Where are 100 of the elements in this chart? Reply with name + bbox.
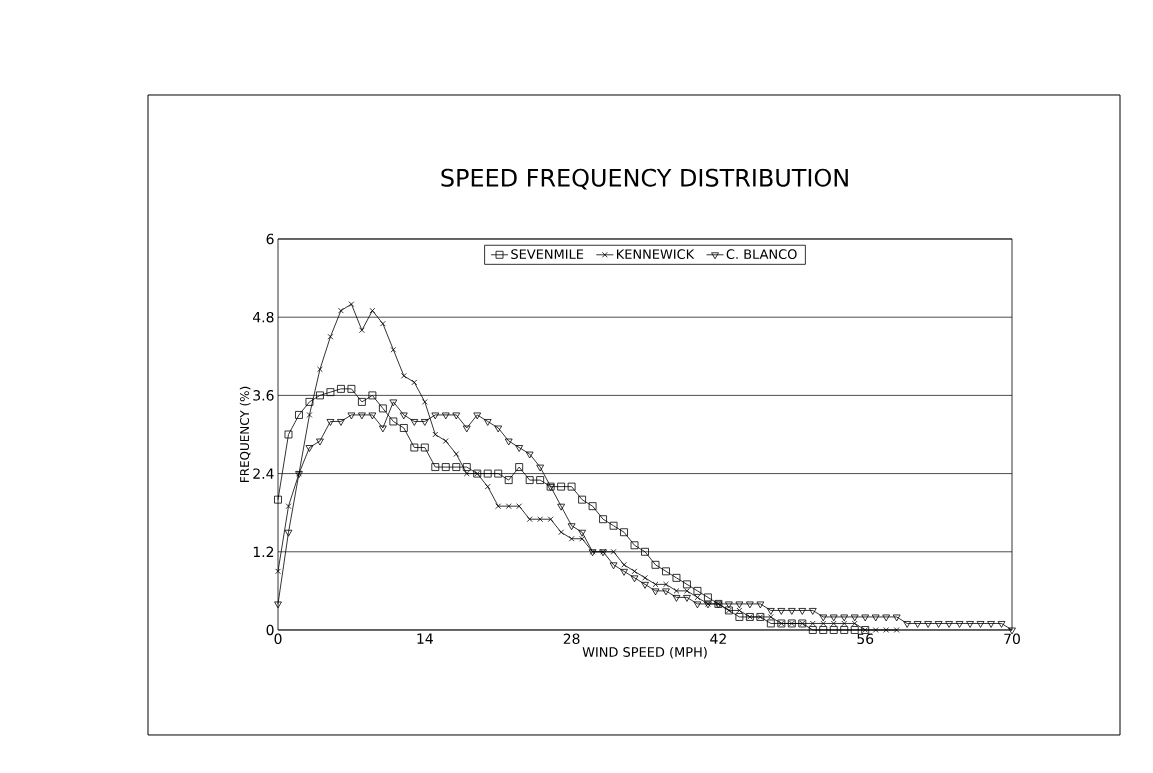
y-tick-label: 2.4	[253, 468, 274, 479]
point	[368, 391, 377, 400]
point	[872, 627, 879, 633]
point	[442, 438, 449, 444]
point	[327, 333, 334, 340]
point	[589, 548, 596, 555]
point	[505, 503, 512, 510]
point	[631, 568, 638, 575]
y-tick-label: 3.6	[253, 390, 274, 401]
point	[400, 372, 407, 379]
point	[378, 404, 387, 413]
point	[284, 430, 293, 439]
point	[379, 320, 386, 327]
point	[295, 471, 303, 478]
point	[546, 482, 555, 491]
point	[536, 476, 545, 484]
x-tick-label: 28	[563, 633, 580, 645]
point	[285, 503, 292, 510]
point	[651, 560, 660, 569]
point	[515, 463, 524, 471]
point	[766, 619, 775, 628]
point	[420, 443, 429, 452]
point	[338, 307, 344, 314]
point	[317, 366, 323, 373]
point	[820, 620, 827, 627]
point	[652, 581, 659, 588]
point	[620, 528, 628, 537]
point	[453, 451, 460, 457]
point	[684, 588, 690, 594]
point	[504, 476, 513, 484]
x-tick-label: 42	[710, 633, 726, 644]
point	[642, 574, 648, 581]
point	[495, 503, 502, 510]
point	[494, 469, 503, 478]
point	[694, 594, 701, 601]
point	[819, 626, 828, 634]
y-axis-title: FREQUENCY (%)	[239, 386, 251, 482]
point	[337, 384, 345, 393]
point	[893, 627, 900, 633]
point	[516, 503, 523, 510]
point	[673, 588, 680, 594]
point	[663, 581, 669, 588]
point	[305, 398, 314, 406]
legend-label: C. BLANCO	[726, 249, 797, 260]
point	[662, 567, 670, 576]
point	[683, 580, 691, 589]
point	[704, 593, 712, 602]
point	[567, 482, 576, 491]
point	[672, 573, 681, 582]
point	[316, 391, 324, 400]
point	[399, 424, 408, 432]
point	[851, 620, 858, 627]
point	[599, 515, 607, 524]
point	[347, 384, 356, 393]
point	[275, 568, 281, 575]
point	[735, 613, 744, 621]
x-tick-label: 14	[417, 633, 433, 644]
point	[306, 412, 313, 418]
point	[609, 521, 618, 530]
point	[389, 417, 398, 426]
point	[441, 463, 450, 471]
point	[537, 516, 544, 523]
point	[432, 431, 439, 438]
point	[452, 463, 461, 471]
point	[358, 398, 366, 406]
point	[463, 470, 470, 477]
point	[295, 411, 303, 419]
point	[630, 541, 639, 550]
point	[410, 443, 419, 452]
point	[483, 469, 492, 478]
point	[526, 516, 533, 523]
y-tick-label: 1.2	[253, 546, 274, 557]
point	[484, 483, 491, 490]
point	[829, 626, 838, 634]
x-tick-label: 56	[857, 633, 874, 645]
point	[274, 495, 282, 504]
x-tick-label: 0	[274, 633, 282, 645]
point	[525, 476, 534, 484]
point	[547, 516, 554, 523]
point	[850, 626, 859, 634]
x-axis-title: WIND SPEED (MPH)	[582, 646, 707, 659]
point	[369, 307, 376, 314]
x-tick-label: 70	[1004, 633, 1020, 645]
point	[431, 463, 440, 471]
y-tick-label: 4.8	[253, 311, 274, 323]
point	[736, 607, 743, 614]
point	[348, 301, 355, 308]
point	[600, 548, 606, 555]
point	[883, 627, 890, 633]
point	[578, 495, 586, 504]
point	[621, 561, 627, 568]
point	[390, 346, 397, 353]
point	[840, 626, 849, 634]
y-tick-label: 0	[266, 624, 274, 636]
point	[359, 327, 365, 334]
point	[557, 482, 566, 491]
point	[462, 463, 471, 471]
point	[568, 535, 575, 542]
point	[767, 614, 774, 620]
point	[693, 586, 702, 595]
